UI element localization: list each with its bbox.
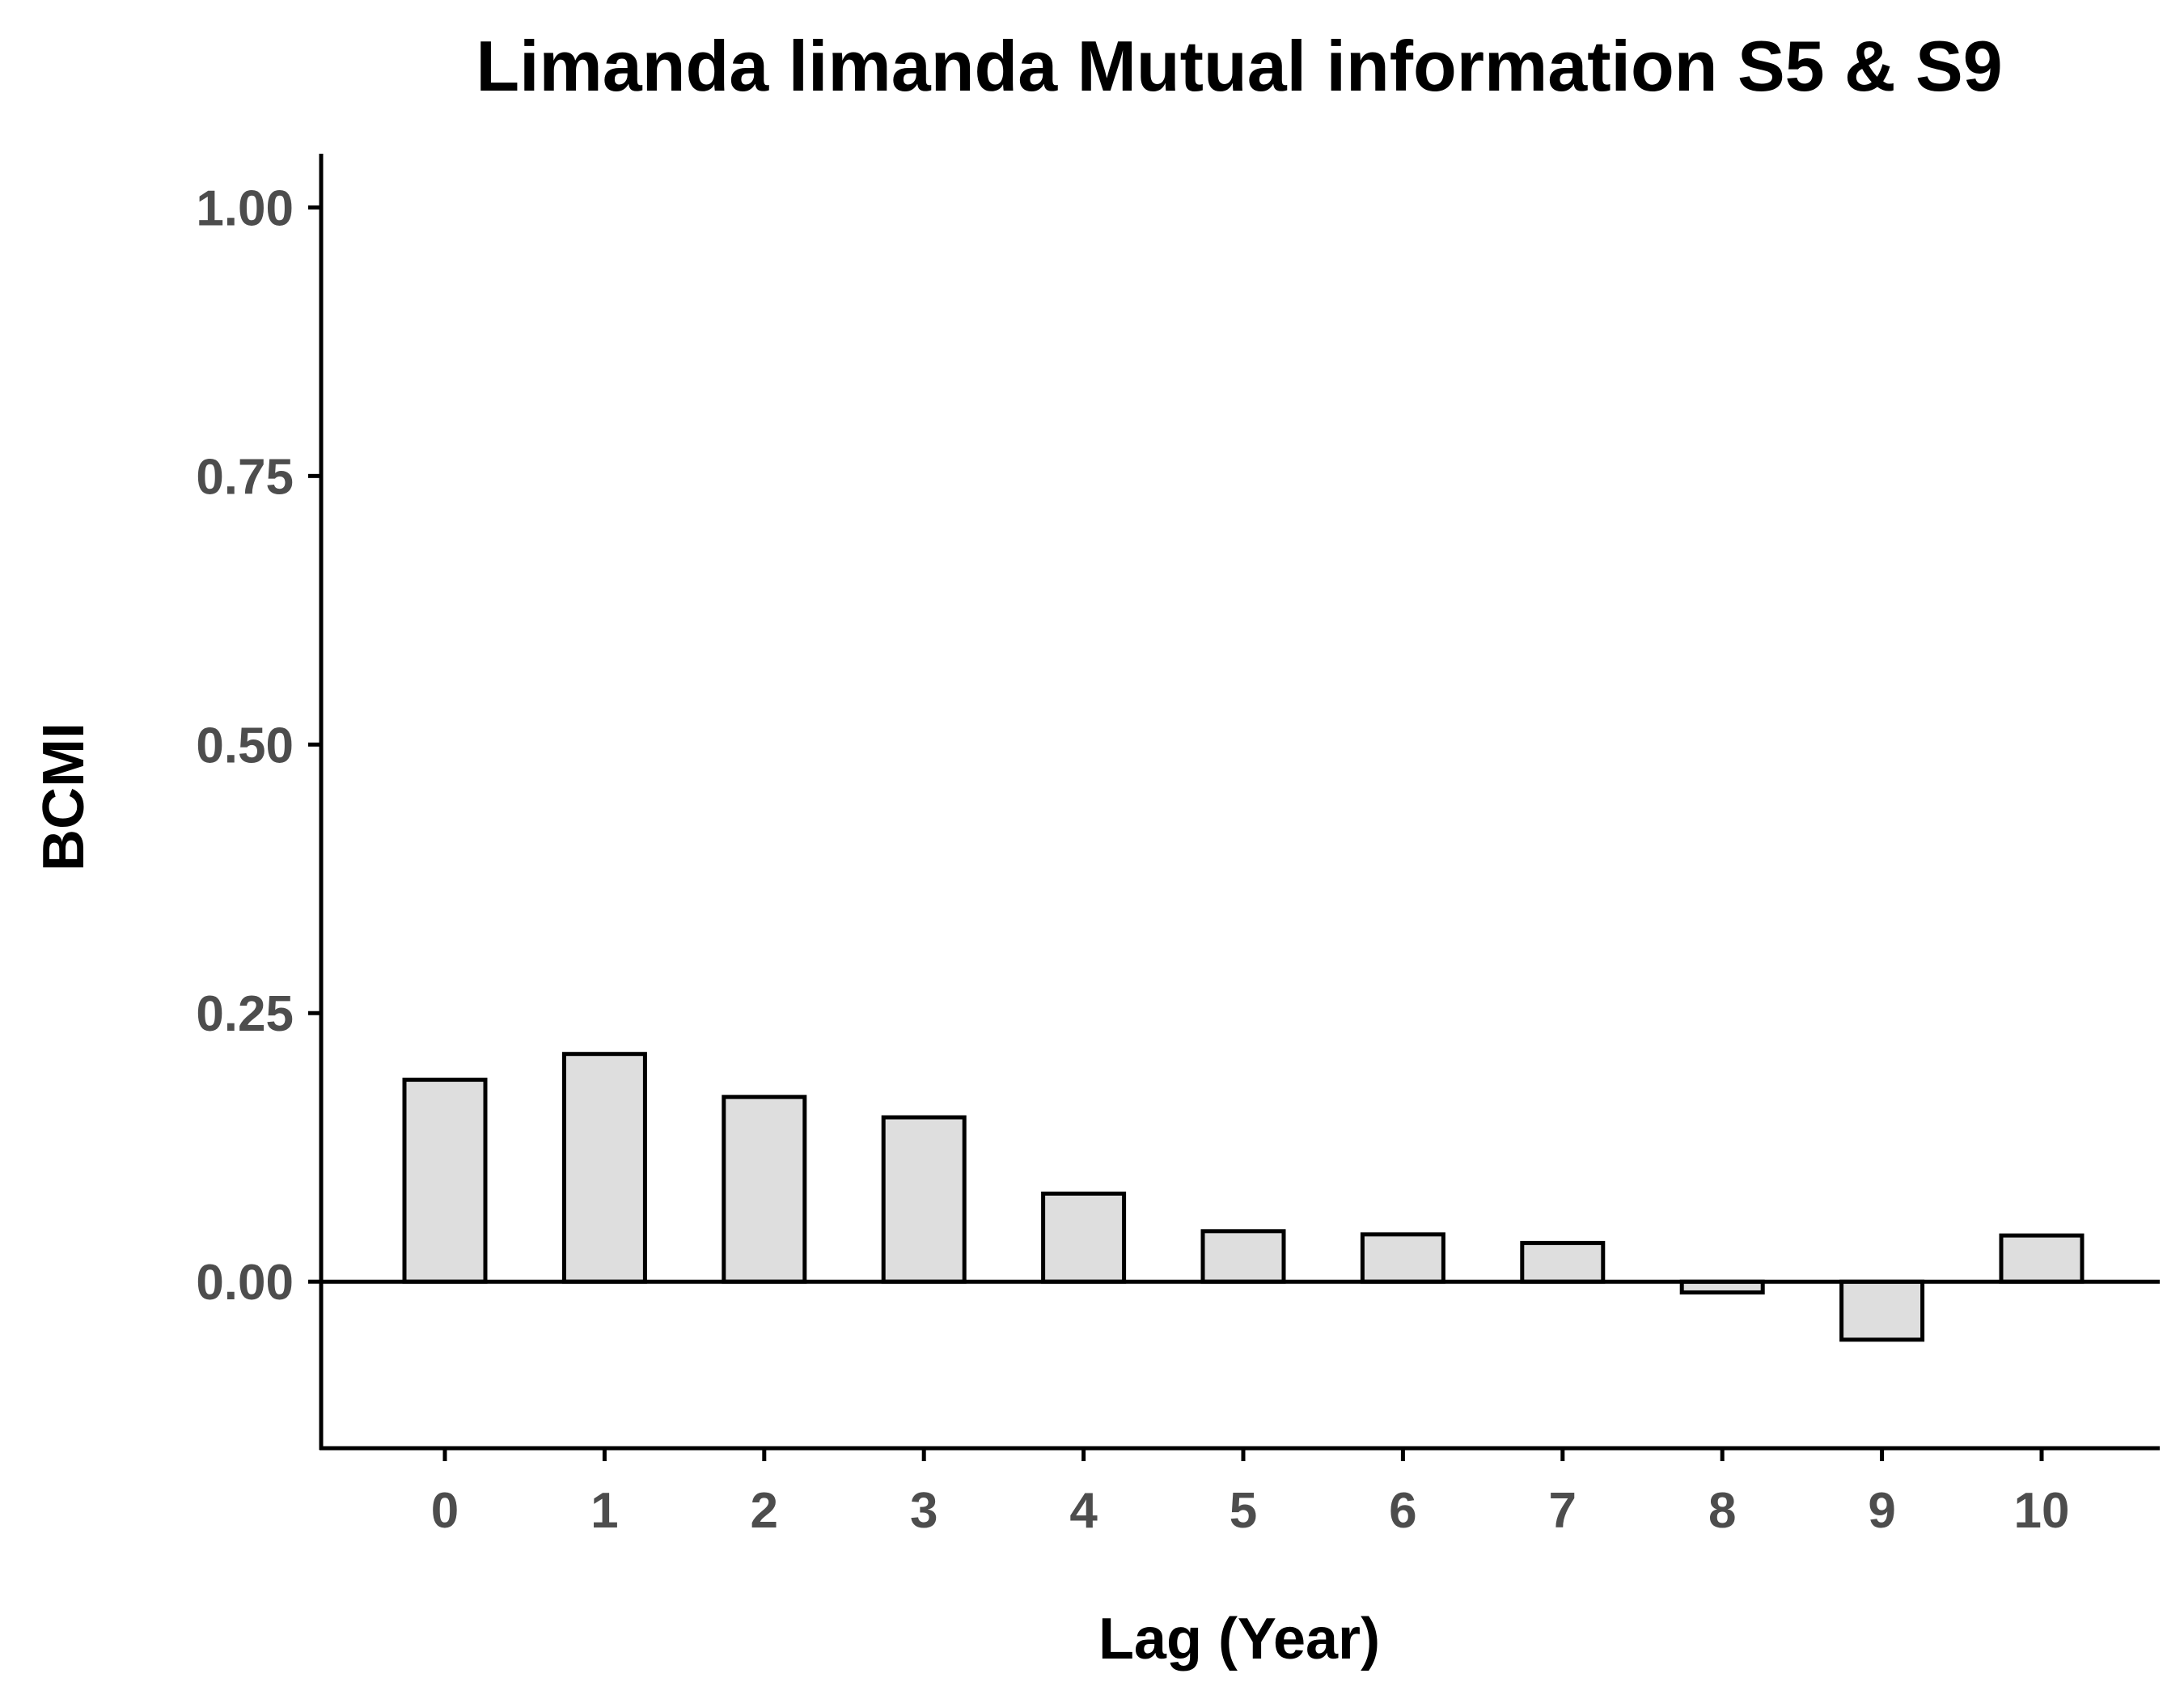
y-axis-ticks: 0.00 0.25 0.50 0.75 1.00	[196, 180, 321, 1311]
bar-lag-6	[1360, 1232, 1445, 1284]
x-tick-label: 6	[1389, 1483, 1416, 1539]
x-tick-label: 7	[1549, 1483, 1577, 1539]
bar-lag-3	[881, 1115, 967, 1284]
bar-lag-0	[402, 1078, 488, 1284]
plot-area: 0.00 0.25 0.50 0.75 1.00 0 1 2 3 4 5 6 7 8 9 10	[196, 154, 2160, 1539]
x-tick-label: 9	[1868, 1483, 1895, 1539]
y-tick-label: 0.00	[196, 1255, 294, 1311]
x-tick-label: 0	[431, 1483, 459, 1539]
x-axis-ticks: 0 1 2 3 4 5 6 7 8 9 10	[431, 1448, 2070, 1539]
x-tick-label: 8	[1708, 1483, 1736, 1539]
bars-group	[402, 1052, 2085, 1342]
bar-lag-7	[1520, 1240, 1606, 1284]
x-axis-title: Lag (Year)	[1098, 1607, 1380, 1671]
y-tick-label: 0.75	[196, 449, 294, 505]
x-tick-label: 10	[2014, 1483, 2070, 1539]
bar-lag-2	[722, 1095, 807, 1284]
x-tick-label: 4	[1069, 1483, 1098, 1539]
x-tick-label: 1	[590, 1483, 618, 1539]
y-axis-title: BCMI	[32, 722, 96, 871]
chart-title: Limanda limanda Mutual information S5 & …	[476, 26, 2002, 106]
bar-lag-10	[1999, 1233, 2085, 1284]
x-tick-label: 3	[910, 1483, 938, 1539]
bar-lag-4	[1041, 1191, 1127, 1284]
x-tick-label: 5	[1230, 1483, 1257, 1539]
y-tick-label: 1.00	[196, 180, 294, 236]
bar-lag-5	[1200, 1229, 1286, 1284]
bar-lag-1	[561, 1052, 647, 1284]
y-tick-label: 0.25	[196, 986, 294, 1042]
x-tick-label: 2	[751, 1483, 778, 1539]
bar-lag-9	[1839, 1279, 1925, 1342]
y-tick-label: 0.50	[196, 718, 294, 773]
